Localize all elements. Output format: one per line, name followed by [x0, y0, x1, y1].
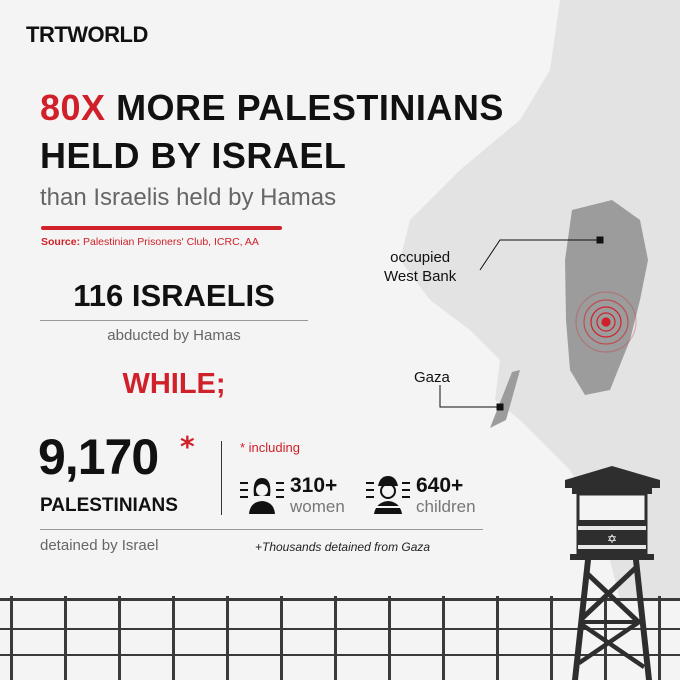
source-divider — [41, 226, 282, 230]
fence-post — [442, 596, 445, 680]
source-value: Palestinian Prisoners' Club, ICRC, AA — [80, 236, 259, 248]
gaza-note: +Thousands detained from Gaza — [255, 540, 431, 554]
israelis-caption: abducted by Hamas — [107, 327, 241, 344]
connector-text: WHILE; — [122, 368, 226, 400]
fence-post — [118, 596, 121, 680]
gaza-shape — [490, 370, 520, 428]
fence-post — [280, 596, 283, 680]
children-label: children — [416, 497, 476, 516]
fence-post — [172, 596, 175, 680]
source-text: Source: Palestinian Prisoners' Club, ICR… — [41, 236, 259, 248]
woman-prisoner-icon — [240, 478, 284, 514]
palestinians-count: 9,170 — [38, 429, 159, 485]
bottom-divider — [40, 529, 483, 530]
fence-post — [10, 596, 13, 680]
women-label: women — [290, 497, 345, 516]
west-bank-label: occupied West Bank — [384, 249, 457, 285]
location-pulse-icon — [575, 291, 637, 353]
fence-post — [496, 596, 499, 680]
children-stat: 640+ children — [416, 474, 476, 516]
watchtower-illustration: ✡ — [565, 466, 660, 680]
source-label: Source: — [41, 236, 81, 248]
child-prisoner-icon — [366, 476, 410, 514]
women-stat: 310+ women — [290, 474, 345, 516]
fence-post — [550, 596, 553, 680]
israelis-count: 116 ISRAELIS — [73, 278, 275, 313]
israelis-stat: 116 ISRAELIS abducted by Hamas — [40, 278, 308, 344]
israelis-divider — [40, 320, 308, 321]
palestinians-caption: detained by Israel — [40, 537, 159, 554]
trt-world-logo: TRTWORLD — [26, 22, 148, 47]
star-of-david-icon: ✡ — [607, 532, 617, 546]
headline: 80X MORE PALESTINIANS HELD BY ISRAEL — [40, 84, 504, 180]
headline-line2: HELD BY ISRAEL — [40, 135, 347, 176]
vertical-divider — [221, 441, 222, 515]
palestinians-label: PALESTINIANS — [40, 495, 178, 516]
children-count: 640+ — [416, 474, 464, 497]
fence-post — [226, 596, 229, 680]
headline-multiplier: 80X — [40, 87, 106, 128]
subtitle: than Israelis held by Hamas — [40, 184, 337, 211]
label-leaders — [439, 236, 604, 411]
israel-region-shape — [400, 0, 680, 600]
women-count: 310+ — [290, 474, 338, 497]
west-bank-shape — [565, 200, 648, 395]
gaza-label: Gaza — [414, 369, 450, 386]
fence-post — [334, 596, 337, 680]
fence-post — [388, 596, 391, 680]
palestinians-asterisk: * — [180, 430, 195, 463]
including-label: * including — [240, 440, 300, 455]
fence-illustration — [0, 596, 680, 680]
fence-post — [658, 596, 661, 680]
fence-post — [604, 596, 607, 680]
fence-post — [64, 596, 67, 680]
headline-line1: MORE PALESTINIANS — [105, 87, 504, 128]
